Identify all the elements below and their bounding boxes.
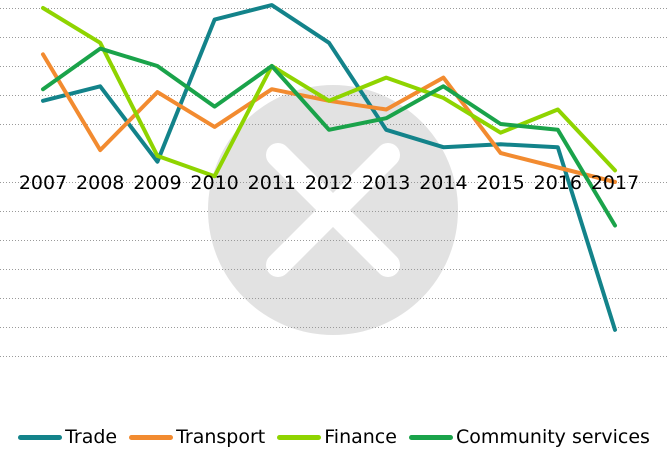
legend-swatch [18,434,63,440]
x-axis-tick-labels: 2007 2008 2009 2010 2011 2012 2013 2014 2015 2016… [19,172,639,194]
x-tick-label: 2012 [305,172,353,194]
x-tick-label: 2011 [248,172,296,194]
legend-label: Transport [176,426,266,448]
x-tick-label: 2008 [76,172,124,194]
x-tick-label: 2009 [133,172,181,194]
series-line-community-services [41,46,617,228]
legend: Trade Transport Finance Community services [0,424,668,450]
legend-label: Trade [65,426,118,448]
series-line-trade [41,3,617,332]
legend-label: Finance [324,426,397,448]
legend-item: Finance [277,426,397,448]
x-tick-label: 2017 [591,172,639,194]
legend-swatch [277,434,322,440]
x-tick-label: 2010 [190,172,238,194]
series-lines [41,3,617,332]
x-tick-label: 2013 [362,172,410,194]
legend-item: Transport [129,426,265,448]
legend-swatch [129,434,174,440]
watermark-logo [208,85,458,335]
x-tick-label: 2007 [19,172,67,194]
x-tick-label: 2015 [476,172,524,194]
legend-item: Trade [18,426,117,448]
legend-swatch [408,434,453,440]
x-tick-label: 2016 [534,172,582,194]
legend-item: Community services [408,426,650,448]
x-tick-label: 2014 [419,172,467,194]
legend-label: Community services [455,426,650,448]
